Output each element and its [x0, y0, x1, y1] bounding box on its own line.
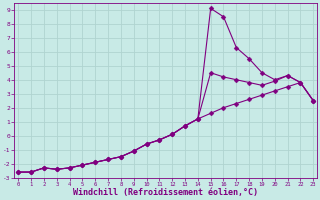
X-axis label: Windchill (Refroidissement éolien,°C): Windchill (Refroidissement éolien,°C): [73, 188, 258, 197]
